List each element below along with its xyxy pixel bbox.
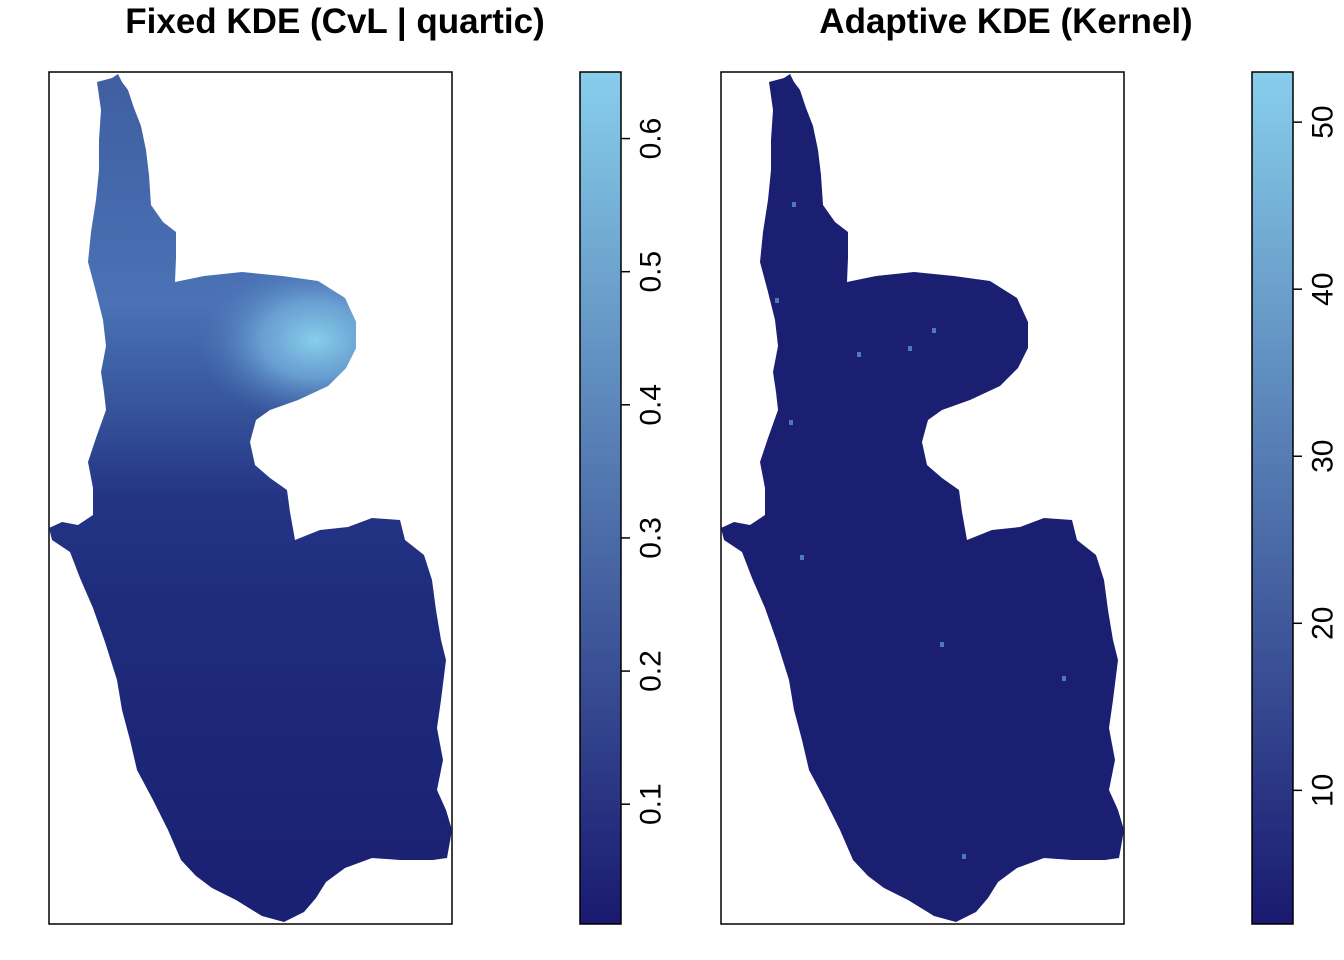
adaptive-kde-colorbar-ticks: 10 20 30 40 50 [1293,105,1340,807]
fixed-kde-title: Fixed KDE (CvL | quartic) [125,2,545,41]
colorbar-tick-label: 0.1 [635,783,668,825]
fixed-kde-colorbar-ticks: 0.1 0.2 0.3 0.4 0.5 0.6 [621,118,668,825]
adaptive-kde-speck [962,854,966,859]
adaptive-kde-speck [932,328,936,333]
adaptive-kde-speck [800,555,804,560]
fixed-kde-colorbar [579,71,622,925]
adaptive-kde-raster [721,74,1124,922]
colorbar-tick-label: 30 [1307,440,1340,473]
adaptive-kde-speck [789,420,793,425]
fixed-kde-frame [48,71,453,925]
adaptive-kde-speck [792,202,796,207]
colorbar-tick-label: 0.2 [635,650,668,692]
adaptive-kde-hotspots [775,202,1066,859]
fixed-kde-panel: Fixed KDE (CvL | quartic) 0.10.20.30.40.… [48,2,668,925]
colorbar-tick-label: 0.6 [635,118,668,160]
fixed-kde-hotspot [195,255,435,425]
colorbar-tick-label: 20 [1307,607,1340,640]
colorbar-tick-label: 0.4 [635,384,668,426]
adaptive-kde-speck [857,352,861,357]
colorbar-tick-label: 0.5 [635,251,668,293]
adaptive-kde-speck [775,298,779,303]
adaptive-kde-speck [940,642,944,647]
adaptive-kde-surface [721,74,1124,922]
adaptive-kde-colorbar [1251,71,1294,925]
colorbar-tick-label: 0.3 [635,517,668,559]
fixed-kde-surface [49,74,452,922]
adaptive-kde-title: Adaptive KDE (Kernel) [819,2,1192,41]
fixed-kde-raster [49,74,452,922]
adaptive-kde-frame [720,71,1125,925]
adaptive-kde-speck [908,346,912,351]
colorbar-tick-label: 50 [1307,105,1340,138]
adaptive-kde-speck [1062,676,1066,681]
adaptive-kde-panel: Adaptive KDE (Kernel) 10 20 30 40 50 [720,2,1340,925]
colorbar-tick-label: 40 [1307,272,1340,305]
colorbar-tick-label: 10 [1307,774,1340,807]
